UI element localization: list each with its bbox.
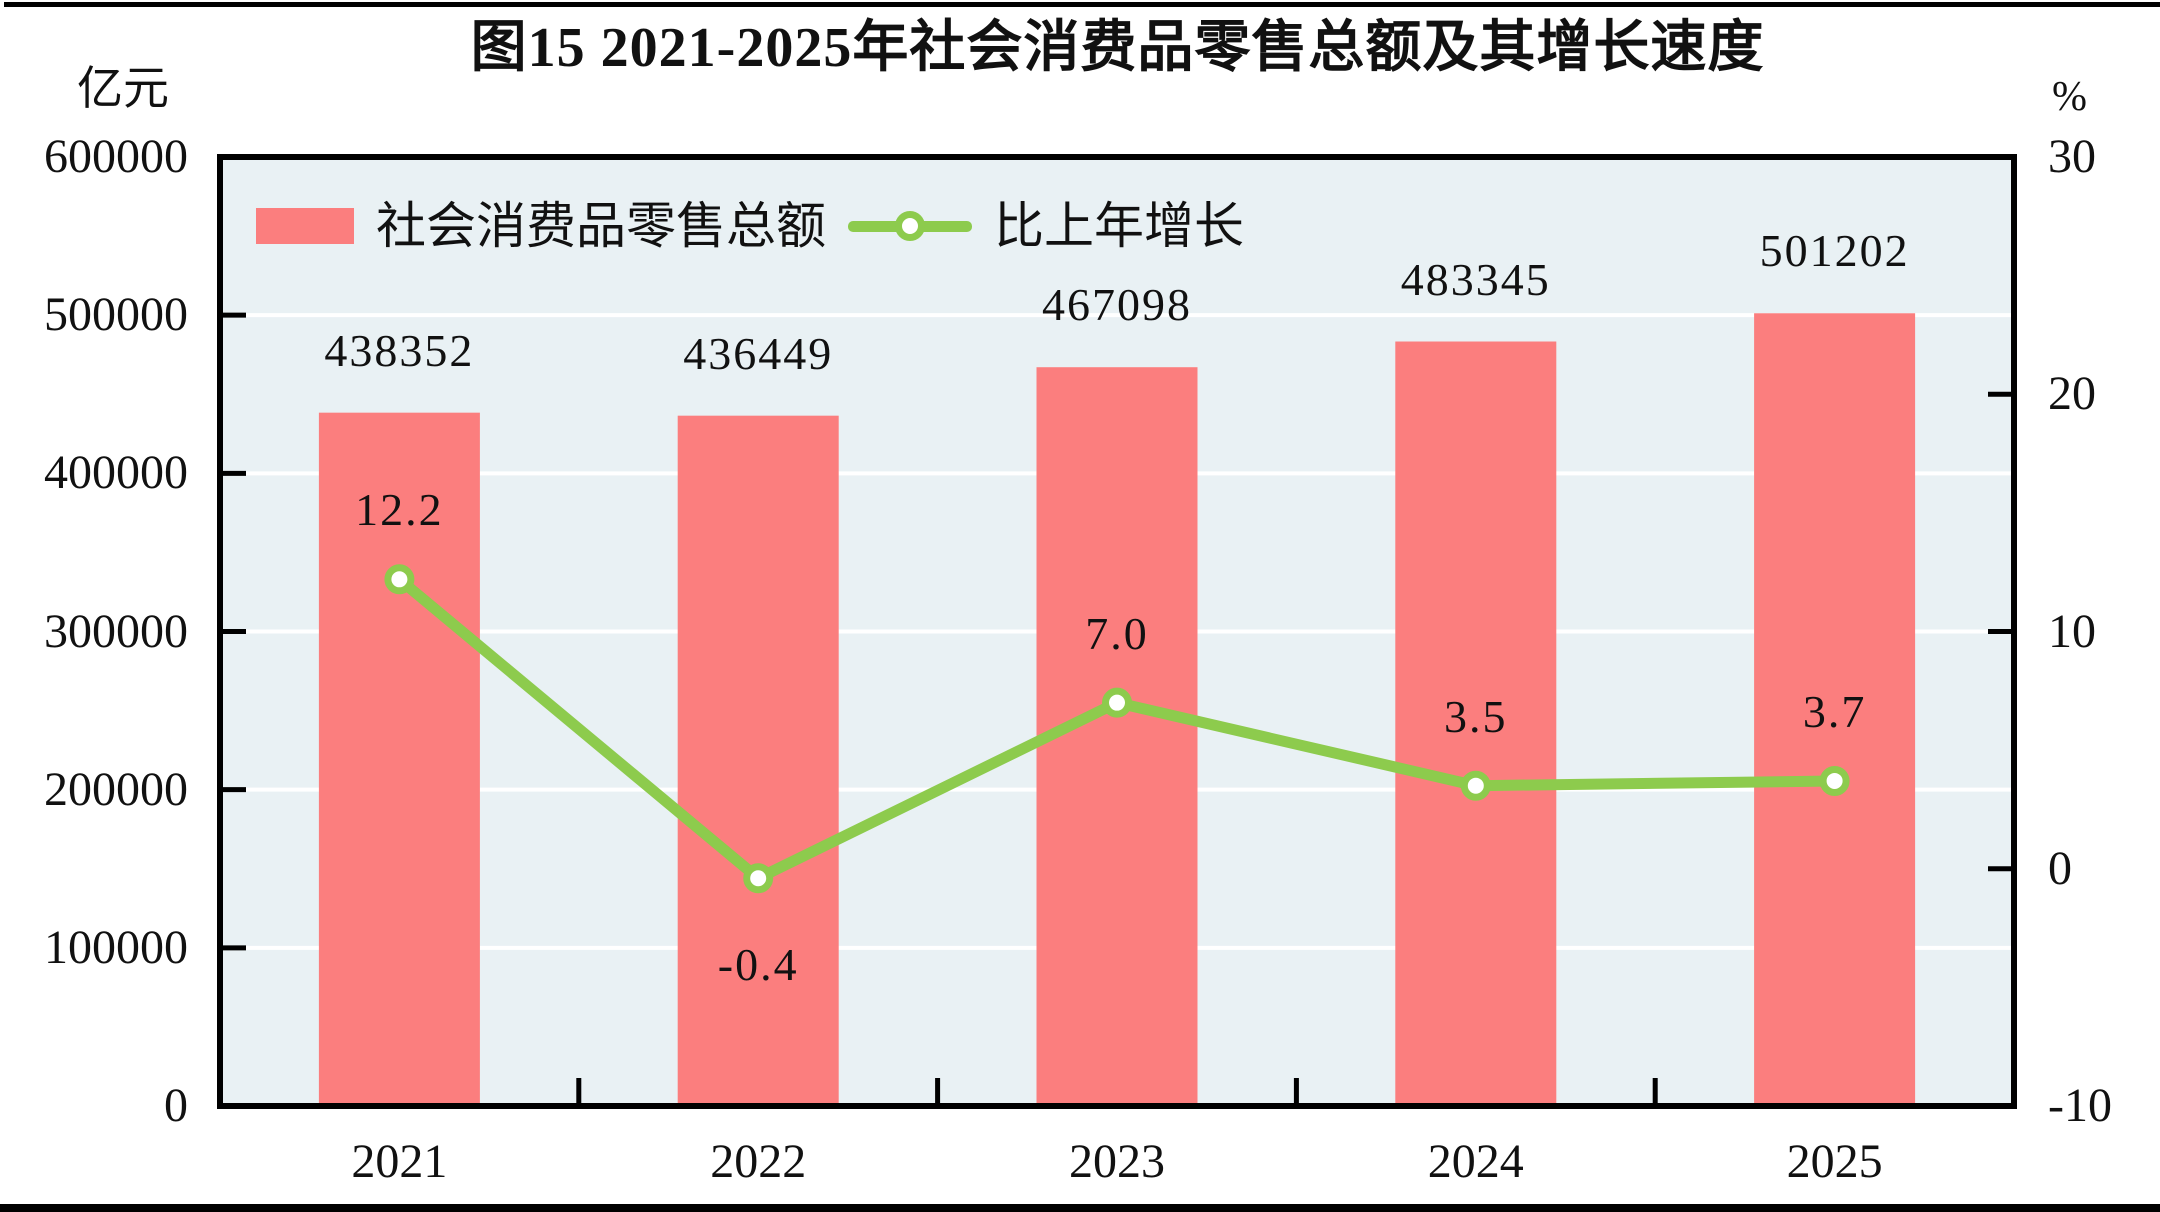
left-axis-tick-label: 600000 [44,130,188,183]
x-axis-category-label: 2024 [1427,1135,1524,1188]
left-axis-tick-label: 500000 [44,288,188,342]
right-axis-tick-label: 30 [2048,130,2096,183]
bar-2022 [677,415,839,1106]
legend-bar-swatch-icon [256,208,354,244]
right-axis-tick-label: -10 [2048,1079,2112,1132]
growth-value-label: 3.5 [1444,690,1508,742]
bar-2025 [1754,313,1916,1106]
left-axis-tick-label: 200000 [44,762,188,816]
page-bottom-rule [0,1204,2160,1212]
left-axis-unit: 亿元 [77,63,169,114]
x-axis-category-label: 2021 [351,1135,448,1188]
growth-value-label: -0.4 [717,939,799,991]
bar-value-label: 436449 [683,327,834,379]
growth-value-label: 12.2 [355,484,444,536]
bar-2023 [1036,367,1198,1106]
left-axis-tick-label: 0 [164,1079,188,1132]
growth-value-label: 7.0 [1085,607,1149,659]
right-axis-tick-label: 10 [2048,604,2096,658]
x-axis-category-label: 2022 [710,1135,807,1188]
bar-value-label: 467098 [1042,279,1192,331]
right-axis-tick-label: 20 [2048,367,2096,421]
growth-value-label: 3.7 [1802,685,1867,737]
right-axis-tick-label: 0 [2048,841,2072,895]
growth-marker-2021 [384,564,415,595]
right-axis-unit: % [2052,74,2087,120]
legend: 社会消费品零售总额 比上年增长 [256,200,1244,252]
x-axis-category-label: 2023 [1068,1135,1165,1188]
growth-marker-2024 [1460,770,1491,801]
growth-marker-2023 [1102,687,1132,718]
bar-2021 [318,412,480,1107]
plot-border [217,154,2017,1109]
growth-marker-2022 [743,863,774,894]
bar-value-label: 483345 [1400,253,1551,305]
growth-marker-2025 [1819,765,1850,796]
left-axis-tick-label: 100000 [44,920,188,974]
bar-value-label: 438352 [324,324,475,376]
left-axis-tick-label: 400000 [44,446,188,500]
legend-line-swatch-icon [848,211,972,241]
legend-line-marker-icon [895,211,925,241]
bar-2024 [1395,341,1557,1106]
chart-title: 图15 2021-2025年社会消费品零售总额及其增长速度 [470,17,1765,79]
legend-bar-label: 社会消费品零售总额 [376,198,826,254]
x-axis-category-label: 2025 [1786,1135,1883,1188]
bar-value-label: 501202 [1759,225,1910,277]
left-axis-tick-label: 300000 [44,604,188,658]
page-top-rule [4,2,2160,7]
legend-line-label: 比上年增长 [994,198,1244,254]
